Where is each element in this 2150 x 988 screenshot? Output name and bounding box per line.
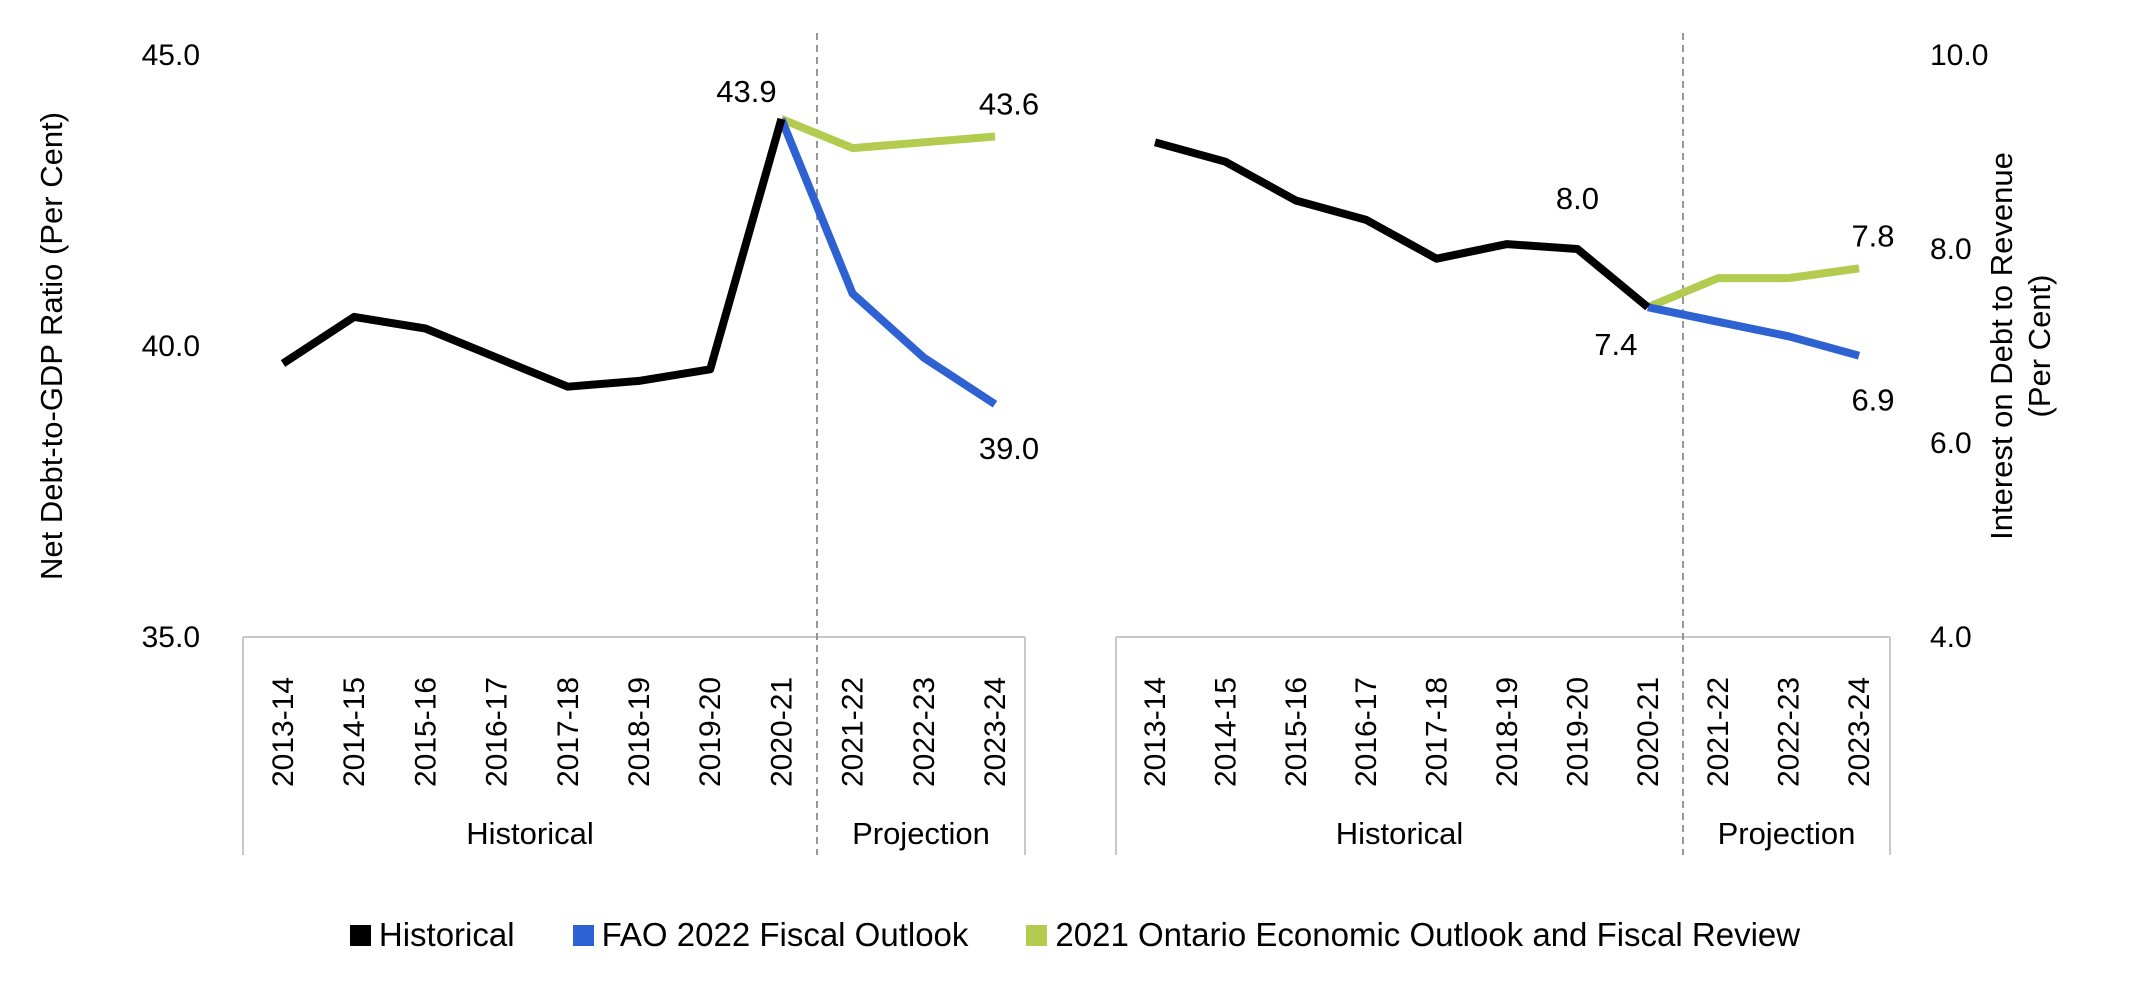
debt-gdp-category-label: 2021-22 [837,677,870,787]
debt-gdp-y-axis-title: Net Debt-to-GDP Ratio (Per Cent) [34,112,69,580]
legend: Historical FAO 2022 Fiscal Outlook 2021 … [0,916,2150,954]
debt-gdp-y-axis-title-line: Net Debt-to-GDP Ratio (Per Cent) [34,112,69,580]
debt-gdp-group-label: Historical [466,816,593,851]
interest-revenue-ytick-label: 4.0 [1930,621,1972,654]
interest-revenue-y-axis-title-line: (Per Cent) [2022,275,2057,418]
interest-revenue-category-label: 2013-14 [1139,677,1172,787]
debt-gdp-category-label: 2013-14 [267,677,300,787]
interest-revenue-category-label: 2017-18 [1421,677,1454,787]
legend-label-ontario: 2021 Ontario Economic Outlook and Fiscal… [1055,916,1801,953]
debt-gdp-category-label: 2015-16 [409,677,442,787]
debt-gdp-category-label: 2018-19 [623,677,656,787]
interest-revenue-category-label: 2021-22 [1702,677,1735,787]
debt-gdp-group-label: Projection [852,816,990,851]
interest-revenue-series-line-fao [1646,303,1861,360]
legend-label-fao: FAO 2022 Fiscal Outlook [601,916,969,953]
interest-revenue-data-label: 7.4 [1594,327,1637,362]
debt-gdp-ytick-label: 35.0 [142,621,200,654]
interest-revenue-category-label: 2015-16 [1280,677,1313,787]
interest-revenue-y-axis-title: Interest on Debt to Revenue(Per Cent) [1984,152,2057,540]
debt-gdp-series-line-ontario [779,115,996,153]
interest-revenue-category-label: 2018-19 [1491,677,1524,787]
legend-swatch-ontario [1026,924,1048,946]
debt-gdp-category-label: 2014-15 [338,677,371,787]
debt-gdp-series-line-fao [777,117,998,408]
interest-revenue-category-label: 2019-20 [1561,677,1594,787]
interest-revenue-category-label: 2014-15 [1209,677,1242,787]
interest-revenue-group-label: Historical [1336,816,1463,851]
interest-revenue-data-label: 6.9 [1851,383,1894,418]
debt-gdp-category-label: 2020-21 [765,677,798,787]
interest-revenue-ytick-label: 10.0 [1930,39,1988,72]
interest-revenue-category-label: 2023-24 [1843,677,1876,787]
debt-gdp-category-label: 2016-17 [481,677,514,787]
legend-item-historical: Historical [349,916,515,954]
debt-gdp-category-label: 2023-24 [979,677,1012,787]
interest-revenue-category-label: 2022-23 [1773,677,1806,787]
interest-revenue-category-label: 2020-21 [1632,677,1665,787]
interest-revenue-group-label: Projection [1718,816,1856,851]
interest-revenue-data-label: 7.8 [1851,218,1894,253]
legend-item-fao: FAO 2022 Fiscal Outlook [572,916,969,954]
debt-gdp-category-label: 2019-20 [694,677,727,787]
debt-gdp-category-label: 2017-18 [552,677,585,787]
debt-gdp-data-label: 43.9 [716,74,776,109]
debt-gdp-series-line-historical [280,117,786,391]
debt-gdp-category-label: 2022-23 [908,677,941,787]
interest-revenue-data-label: 8.0 [1556,181,1599,216]
interest-revenue-series-line-historical [1153,138,1651,311]
interest-revenue-category-label: 2016-17 [1350,677,1383,787]
interest-revenue-ytick-label: 6.0 [1930,427,1972,460]
legend-swatch-fao [572,924,594,946]
interest-revenue-ytick-label: 8.0 [1930,233,1972,266]
interest-revenue-series-line-ontario [1646,264,1860,311]
legend-item-ontario: 2021 Ontario Economic Outlook and Fiscal… [1026,916,1800,954]
legend-label-historical: Historical [378,916,515,953]
debt-gdp-ytick-label: 45.0 [142,39,200,72]
debt-gdp-data-label: 43.6 [979,86,1039,121]
debt-gdp-ytick-label: 40.0 [142,330,200,363]
chart-canvas: 35.0 40.0 45.0 Net Debt-to-GDP Ratio (Per C… [34,33,2057,855]
debt-gdp-data-label: 39.0 [979,431,1039,466]
interest-revenue-y-axis-title-line: Interest on Debt to Revenue [1984,152,2019,540]
legend-swatch-historical [349,924,371,946]
